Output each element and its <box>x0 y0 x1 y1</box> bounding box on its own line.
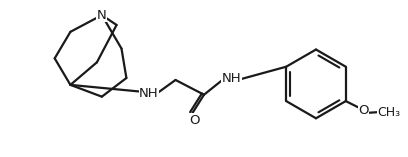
Text: O: O <box>358 104 369 117</box>
Text: O: O <box>189 114 200 127</box>
Text: NH: NH <box>139 87 159 100</box>
Text: NH: NH <box>222 71 241 84</box>
Text: CH₃: CH₃ <box>377 106 401 119</box>
Text: N: N <box>97 9 107 22</box>
